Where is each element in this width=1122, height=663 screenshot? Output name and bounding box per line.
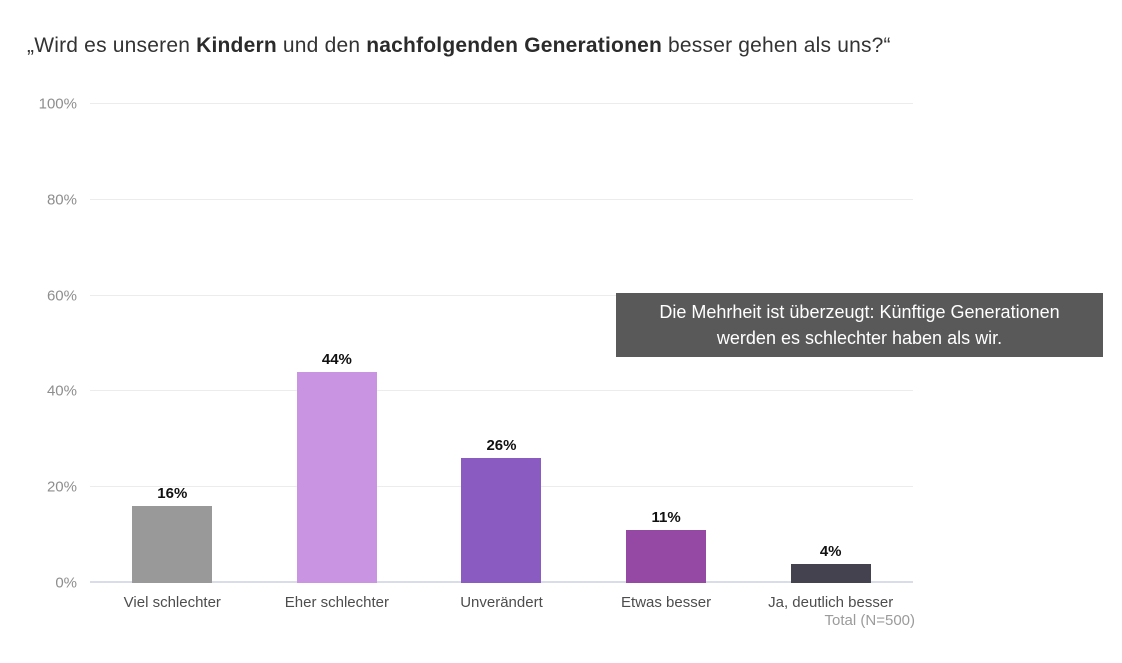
- y-tick-label-60: 60%: [46, 287, 77, 305]
- y-tick-label-40: 40%: [46, 382, 77, 400]
- title-segment: besser gehen als uns?“: [662, 34, 891, 57]
- bar-value-label: 16%: [157, 485, 188, 503]
- annotation-box: Die Mehrheit ist überzeugt: Künftige Gen…: [616, 293, 1103, 357]
- annotation-line-2: werden es schlechter haben als wir.: [716, 328, 1003, 348]
- chart-bar: [461, 458, 542, 583]
- chart-bar: [132, 506, 213, 583]
- bar-slot-2: 44% Eher schlechter: [255, 104, 420, 611]
- gridline-100: [90, 103, 913, 104]
- category-label: Viel schlechter: [123, 594, 221, 611]
- chart-bar: [790, 563, 871, 583]
- bar-value-label: 44%: [321, 351, 352, 369]
- bar-slot-5: 4% Ja, deutlich besser: [748, 104, 913, 611]
- category-label: Ja, deutlich besser: [768, 594, 894, 611]
- plot-area: 0% 20% 40% 60% 80% 100% 16% Viel schlechter 44%…: [39, 96, 913, 611]
- category-label: Unverändert: [460, 594, 543, 611]
- title-segment-bold: Kindern: [196, 34, 277, 57]
- bar-value-label: 26%: [486, 437, 517, 455]
- bar-slot-1: 16% Viel schlechter: [90, 104, 255, 611]
- chart-title: „Wird es unseren Kindern und den nachfol…: [27, 34, 891, 58]
- y-tick-label-100: 100%: [38, 95, 77, 113]
- y-tick-label-0: 0%: [55, 574, 77, 592]
- chart-bar: [296, 372, 377, 583]
- y-tick-label-80: 80%: [46, 191, 77, 209]
- y-tick-label-20: 20%: [46, 478, 77, 496]
- category-label: Etwas besser: [621, 594, 712, 611]
- gridline-60: [90, 294, 913, 296]
- annotation-line-1: Die Mehrheit ist überzeugt: Künftige Gen…: [659, 302, 1060, 322]
- title-segment: „Wird es unseren: [27, 34, 197, 57]
- bars-layer: 16% Viel schlechter 44% Eher schlechter 26% U…: [90, 104, 913, 611]
- title-segment: und den: [276, 34, 367, 57]
- gridline-80: [90, 198, 913, 200]
- bar-value-label: 11%: [651, 509, 681, 527]
- chart-bar: [626, 530, 707, 583]
- gridline-40: [90, 390, 913, 392]
- bar-value-label: 4%: [819, 542, 842, 560]
- title-segment-bold: nachfolgenden Generationen: [366, 34, 662, 57]
- category-label: Eher schlechter: [284, 594, 389, 611]
- bar-slot-3: 26% Unverändert: [419, 104, 584, 611]
- bar-slot-4: 11% Etwas besser: [584, 104, 749, 611]
- sample-size-footnote: Total (N=500): [824, 612, 915, 629]
